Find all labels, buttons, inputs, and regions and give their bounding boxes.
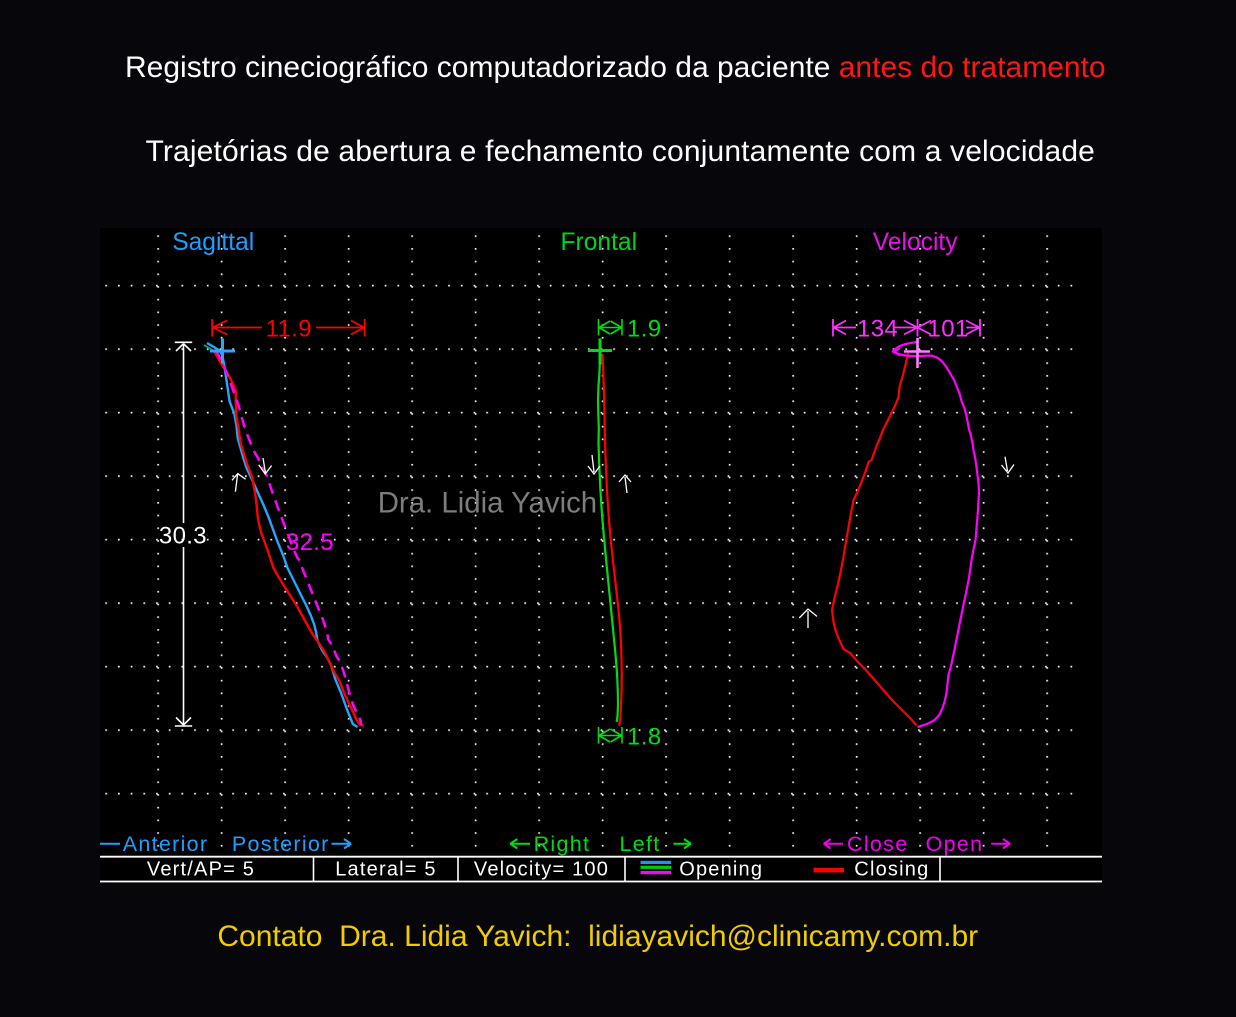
svg-text:1.8: 1.8 [627,724,661,751]
svg-text:Anterior: Anterior [123,832,209,856]
svg-text:Posterior: Posterior [232,832,330,856]
svg-text:11.9: 11.9 [266,316,312,343]
svg-text:101: 101 [928,316,969,343]
svg-text:Velocity: Velocity [873,229,958,256]
svg-text:Closing: Closing [854,858,929,880]
svg-text:Dra. Lidia Yavich: Dra. Lidia Yavich [378,487,597,520]
svg-text:Left: Left [620,832,661,856]
svg-text:Frontal: Frontal [561,229,638,256]
svg-text:Open: Open [926,832,984,856]
svg-text:Opening: Opening [679,858,763,880]
svg-text:Vert/AP= 5: Vert/AP= 5 [147,858,255,880]
svg-text:Velocity= 100: Velocity= 100 [474,858,609,880]
svg-text:Right: Right [534,832,591,856]
svg-text:1.9: 1.9 [627,316,661,343]
svg-text:32.5: 32.5 [286,529,334,556]
svg-text:30.3: 30.3 [159,522,207,549]
svg-text:Close: Close [847,832,908,856]
svg-text:134: 134 [857,316,898,343]
svg-text:Sagittal: Sagittal [172,229,254,256]
svg-text:Lateral= 5: Lateral= 5 [335,858,437,880]
